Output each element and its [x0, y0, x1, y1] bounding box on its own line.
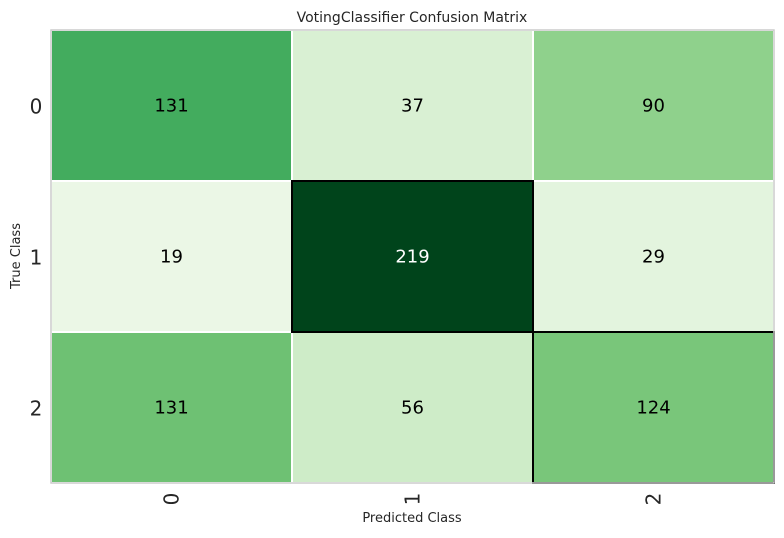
cell-value-r2-c2: 124 — [636, 398, 670, 419]
values-layer: 131 37 90 19 219 29 131 56 124 — [154, 96, 670, 419]
heatmap-cell-r1-c2 — [532, 180, 775, 333]
axes-frame — [50, 29, 775, 484]
diagonal-highlight-1 — [291, 180, 534, 333]
y-tick-label-0: 0 — [30, 95, 43, 119]
cells-layer — [50, 29, 775, 484]
x-tick-label-0: 0 — [160, 493, 184, 506]
cell-value-r2-c1: 56 — [401, 398, 424, 419]
x-tick-label-2: 2 — [642, 493, 666, 506]
heatmap-cell-r1-c0 — [50, 180, 293, 333]
cell-value-r1-c2: 29 — [642, 247, 665, 268]
cell-value-r0-c0: 131 — [154, 96, 188, 117]
y-tick-label-1: 1 — [30, 246, 43, 270]
chart-title: VotingClassifier Confusion Matrix — [297, 10, 528, 26]
heatmap-cell-r0-c1 — [291, 29, 534, 182]
x-tick-labels: 0 1 2 — [160, 493, 666, 506]
heatmap-cell-r1-c1 — [291, 180, 534, 333]
x-tick-label-1: 1 — [401, 493, 425, 506]
cell-value-r2-c0: 131 — [154, 398, 188, 419]
cell-value-r1-c0: 19 — [160, 247, 183, 268]
cell-value-r0-c1: 37 — [401, 96, 424, 117]
cell-value-r0-c2: 90 — [642, 96, 665, 117]
y-tick-label-2: 2 — [30, 397, 43, 421]
heatmap-cell-r2-c1 — [291, 331, 534, 484]
heatmap-cell-r0-c0 — [50, 29, 293, 182]
y-axis-label: True Class — [9, 223, 24, 290]
cell-value-r1-c1: 219 — [395, 247, 429, 268]
y-tick-labels: 0 1 2 — [30, 95, 43, 421]
x-axis-label: Predicted Class — [362, 511, 462, 526]
